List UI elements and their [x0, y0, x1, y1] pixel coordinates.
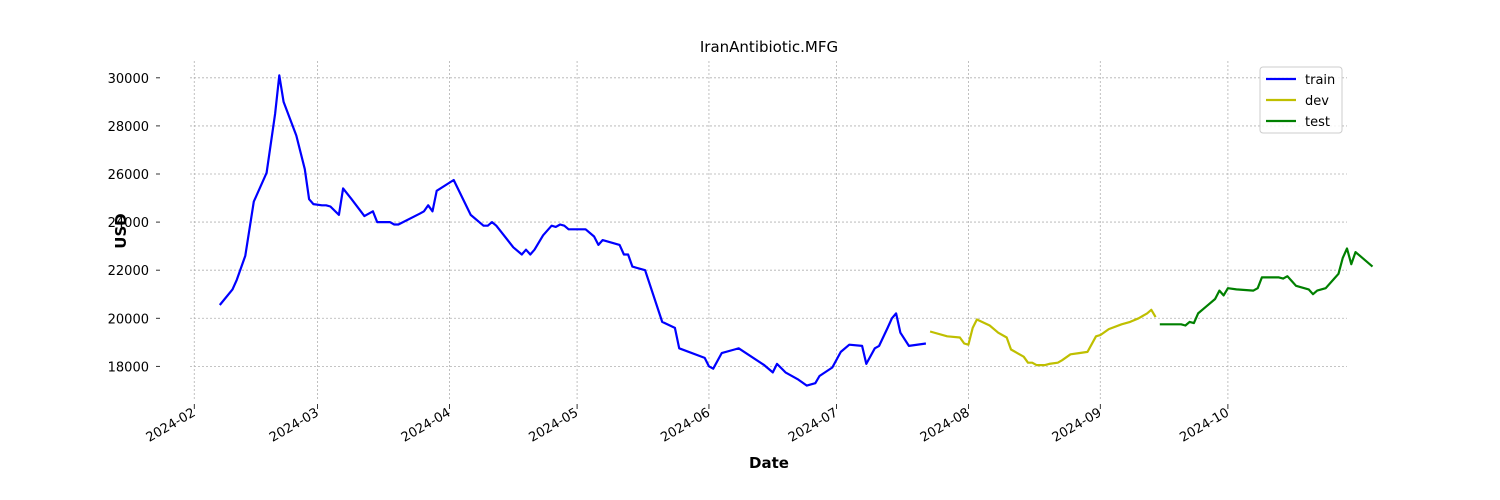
- legend-label-dev: dev: [1305, 94, 1329, 109]
- x-axis: 2024-02 2024-03 2024-04 2024-05 2024-06 2024-…: [144, 404, 1232, 446]
- y-axis-title: USD: [112, 213, 130, 248]
- x-tick-label: 2024-05: [527, 405, 582, 445]
- legend: train dev test: [1259, 66, 1343, 134]
- plot-area: [218, 74, 1374, 387]
- chart-title: IranAntibiotic.MFG: [700, 38, 838, 56]
- x-tick-label: 2024-04: [399, 405, 454, 445]
- x-tick-label: 2024-09: [1050, 405, 1105, 445]
- y-tick-label: 28000: [108, 120, 149, 135]
- x-tick-label: 2024-07: [786, 405, 841, 445]
- x-tick-label: 2024-03: [267, 405, 322, 445]
- y-tick-label: 20000: [108, 312, 149, 327]
- legend-label-test: test: [1305, 115, 1330, 130]
- y-tick-label: 22000: [108, 264, 149, 279]
- x-axis-title: Date: [749, 454, 789, 472]
- series-line-dev: [929, 308, 1157, 367]
- y-tick-label: 18000: [108, 360, 149, 375]
- grid: [190, 61, 1347, 400]
- x-tick-label: 2024-10: [1177, 405, 1232, 445]
- series-line-test: [1159, 247, 1374, 327]
- y-tick-label: 24000: [108, 216, 149, 231]
- x-tick-label: 2024-08: [918, 405, 973, 445]
- x-tick-label: 2024-02: [144, 405, 199, 445]
- series-line-train: [218, 74, 927, 387]
- x-tick-label: 2024-06: [658, 405, 713, 445]
- legend-box: [1259, 66, 1343, 134]
- legend-label-train: train: [1305, 73, 1335, 88]
- y-axis: 18000 20000 22000 24000 26000 28000 30000: [108, 72, 160, 375]
- y-tick-label: 30000: [108, 72, 149, 87]
- y-tick-label: 26000: [108, 168, 149, 183]
